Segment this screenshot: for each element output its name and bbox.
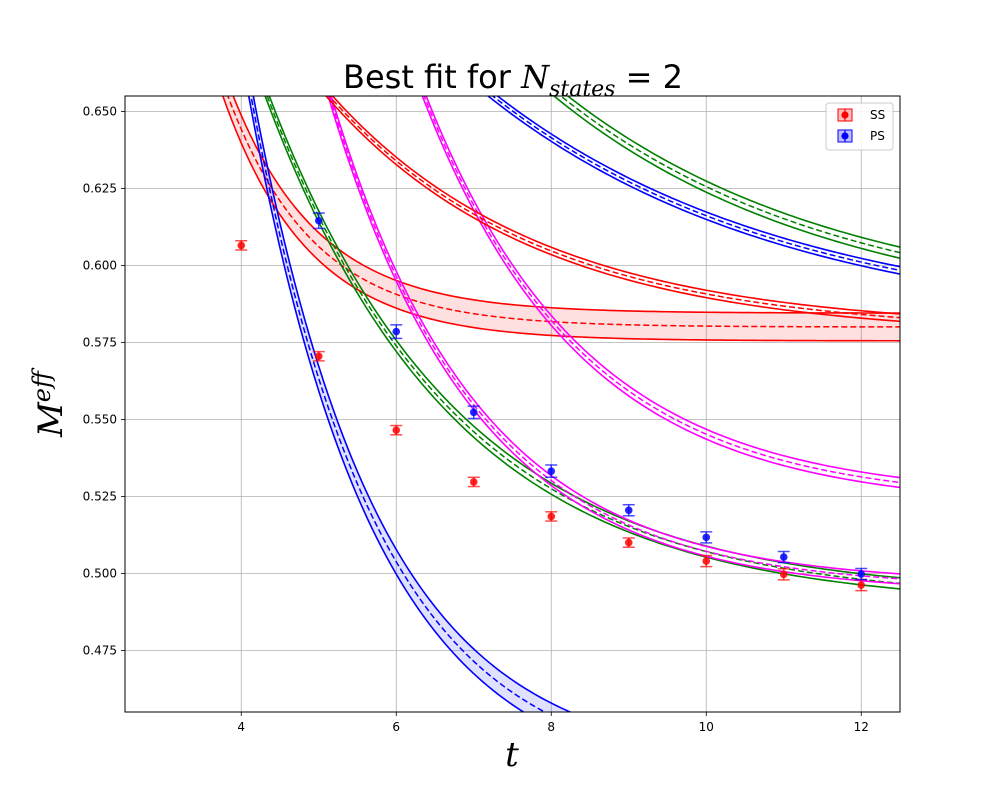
fit-band-lower-line [552,96,900,259]
fit-central-line [559,96,900,254]
series-ps [312,212,868,581]
y-tick-label: 0.475 [83,643,117,657]
fit-curves [222,96,900,712]
data-point [547,467,556,475]
fit-central-line [423,96,900,484]
data-point [392,327,401,336]
fit-band-upper-line [331,96,900,315]
y-axis-label-superscript: eff [28,367,56,402]
fit-central-line [328,96,900,319]
fit-band-upper-line [566,96,900,248]
data-point [624,506,633,515]
y-tick-label: 0.625 [83,181,117,195]
y-axis-label: Meff [28,367,71,438]
data-point [624,538,633,547]
fit-band-upper-line [232,96,900,314]
x-tick-label: 4 [237,720,245,734]
axis-ticks: 4 6 8 10 12 0.475 0.500 0.525 0.550 0.575 0.600 0.6… [83,104,869,734]
grid [125,96,900,712]
fit-central-line [328,96,900,580]
y-tick-label: 0.550 [83,412,117,426]
x-tick-label: 6 [392,720,400,734]
fit-band-lower-line [486,96,900,275]
data-point [779,553,788,561]
legend-marker [841,132,849,140]
fit-band-upper-line [330,96,900,575]
fit-band-lower-line [327,96,900,585]
y-tick-label: 0.525 [83,489,117,503]
data-point [702,533,711,542]
fit-band [248,96,571,712]
legend-marker [841,111,849,119]
fit-band-lower-line [222,96,900,342]
data-point [547,512,556,521]
fit-band-lower-line [421,96,900,489]
data-point [237,241,246,250]
fit-band-lower-line [247,96,525,712]
x-tick-label: 10 [699,720,714,734]
data-point [469,478,478,486]
fit-central-line [250,96,547,712]
x-tick-label: 12 [854,720,869,734]
y-tick-label: 0.575 [83,335,117,349]
data-point [314,216,323,225]
data-point [392,426,401,434]
fit-central-line [491,96,900,272]
x-axis-label: t [505,735,519,775]
title-prefix: Best fit for [343,58,521,96]
fit-band-upper-line [252,96,573,712]
data-point [857,570,866,578]
series-ss [235,240,868,592]
y-tick-label: 0.650 [83,104,117,118]
fit-band-lower-line [264,96,900,590]
y-axis-label-base: M [31,401,71,438]
y-tick-label: 0.500 [83,566,117,580]
data-points [235,212,868,592]
data-point [857,581,866,589]
fit-band-lower-line [325,96,900,323]
x-tick-label: 8 [547,720,555,734]
title-suffix: = 2 [615,58,683,96]
title-symbol: N [520,58,550,96]
data-point [702,557,711,565]
legend-label: SS [870,108,885,122]
data-point [469,408,478,417]
legend: SS PS [825,102,894,151]
title-subscript: states [549,77,615,102]
fit-central-line [227,96,900,328]
fit-band-upper-line [496,96,900,268]
data-point [314,352,323,361]
chart-title: Best fit for Nstates = 2 [343,58,683,102]
y-tick-label: 0.600 [83,258,117,272]
plot-frame [124,95,901,713]
data-point [779,570,788,579]
legend-label: PS [870,129,885,143]
fit-band-upper-line [425,96,900,479]
